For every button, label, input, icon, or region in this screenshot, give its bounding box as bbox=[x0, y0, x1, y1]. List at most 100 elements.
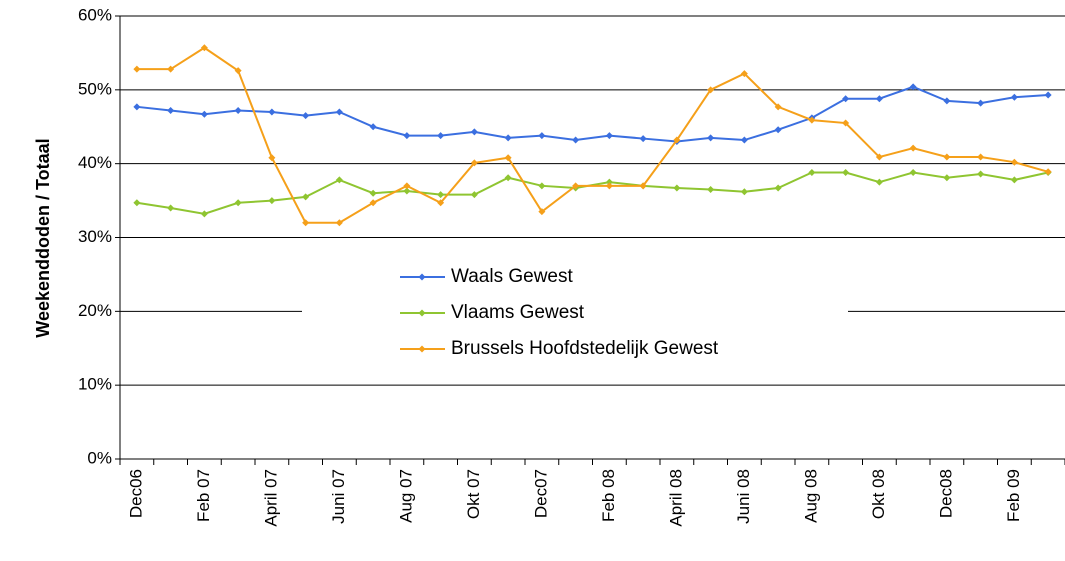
x-tick-label: Juni 08 bbox=[734, 469, 753, 524]
point bbox=[1010, 176, 1018, 184]
point bbox=[740, 136, 748, 144]
point bbox=[943, 97, 951, 105]
y-tick-label: 0% bbox=[87, 448, 112, 467]
point bbox=[369, 123, 377, 131]
legend-box bbox=[302, 258, 848, 362]
x-tick-label: Dec06 bbox=[126, 469, 145, 518]
point bbox=[842, 169, 850, 177]
point bbox=[133, 65, 141, 73]
point bbox=[268, 197, 276, 205]
point bbox=[875, 178, 883, 186]
legend-marker bbox=[418, 345, 426, 353]
legend-label: Vlaams Gewest bbox=[451, 302, 585, 323]
point bbox=[774, 103, 782, 111]
point bbox=[504, 134, 512, 142]
point bbox=[200, 110, 208, 118]
point bbox=[268, 154, 276, 162]
point bbox=[470, 191, 478, 199]
x-tick-label: April 08 bbox=[666, 469, 685, 527]
point bbox=[133, 199, 141, 207]
point bbox=[470, 128, 478, 136]
point bbox=[875, 95, 883, 103]
point bbox=[200, 44, 208, 52]
x-tick-label: Aug 08 bbox=[801, 469, 820, 523]
series-line bbox=[136, 85, 1049, 143]
point bbox=[302, 112, 310, 120]
point bbox=[673, 136, 681, 144]
point bbox=[909, 144, 917, 152]
point bbox=[302, 193, 310, 201]
point bbox=[605, 178, 613, 186]
x-tick-label: Dec07 bbox=[531, 469, 550, 518]
point bbox=[234, 107, 242, 115]
point bbox=[842, 95, 850, 103]
point bbox=[268, 108, 276, 116]
point bbox=[977, 153, 985, 161]
point bbox=[707, 134, 715, 142]
point bbox=[133, 103, 141, 111]
point bbox=[774, 184, 782, 192]
point bbox=[167, 204, 175, 212]
x-tick-label: Aug 07 bbox=[396, 469, 415, 523]
x-tick-label: Feb 07 bbox=[194, 469, 213, 522]
point bbox=[437, 199, 445, 207]
x-tick-label: Okt 07 bbox=[464, 469, 483, 519]
point bbox=[234, 67, 242, 75]
point bbox=[707, 86, 715, 94]
point bbox=[504, 154, 512, 162]
point bbox=[605, 182, 613, 190]
point bbox=[504, 174, 512, 182]
point bbox=[842, 119, 850, 127]
point bbox=[302, 219, 310, 227]
point bbox=[437, 191, 445, 199]
point bbox=[572, 182, 580, 190]
point bbox=[403, 187, 411, 195]
point bbox=[572, 136, 580, 144]
point bbox=[200, 210, 208, 218]
point bbox=[943, 153, 951, 161]
point bbox=[808, 169, 816, 177]
point bbox=[437, 132, 445, 140]
x-tick-label: Okt 08 bbox=[869, 469, 888, 519]
point bbox=[977, 99, 985, 107]
point bbox=[1044, 91, 1052, 99]
point bbox=[335, 108, 343, 116]
point bbox=[538, 132, 546, 140]
y-tick-label: 40% bbox=[78, 153, 112, 172]
x-tick-label: April 07 bbox=[261, 469, 280, 527]
y-tick-label: 50% bbox=[78, 79, 112, 98]
point bbox=[774, 126, 782, 134]
point bbox=[875, 153, 883, 161]
point bbox=[369, 189, 377, 197]
series-line bbox=[136, 46, 1049, 224]
point bbox=[740, 70, 748, 78]
point bbox=[1010, 158, 1018, 166]
point bbox=[470, 159, 478, 167]
y-tick-label: 30% bbox=[78, 227, 112, 246]
x-tick-label: Juni 07 bbox=[329, 469, 348, 524]
point bbox=[909, 169, 917, 177]
point bbox=[605, 132, 613, 140]
legend-label: Brussels Hoofdstedelijk Gewest bbox=[451, 338, 719, 359]
y-tick-label: 60% bbox=[78, 5, 112, 24]
point bbox=[403, 132, 411, 140]
x-tick-label: Feb 09 bbox=[1004, 469, 1023, 522]
point bbox=[403, 182, 411, 190]
point bbox=[1010, 93, 1018, 101]
point bbox=[538, 208, 546, 216]
point bbox=[943, 174, 951, 182]
point bbox=[335, 219, 343, 227]
legend-label: Waals Gewest bbox=[451, 266, 573, 287]
point bbox=[808, 116, 816, 124]
y-tick-label: 20% bbox=[78, 301, 112, 320]
point bbox=[167, 107, 175, 115]
point bbox=[977, 170, 985, 178]
point bbox=[909, 83, 917, 91]
x-tick-label: Feb 08 bbox=[599, 469, 618, 522]
point bbox=[639, 135, 647, 143]
point bbox=[639, 182, 647, 190]
x-tick-label: Dec08 bbox=[936, 469, 955, 518]
point bbox=[234, 199, 242, 207]
point bbox=[673, 184, 681, 192]
